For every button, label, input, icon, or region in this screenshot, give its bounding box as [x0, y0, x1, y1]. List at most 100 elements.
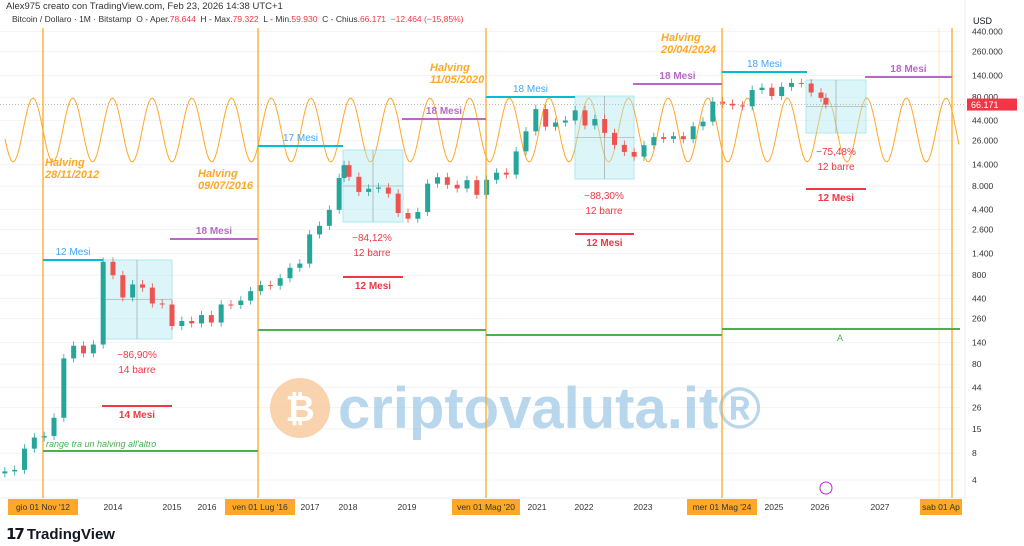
duration-label: 18 Mesi: [196, 226, 232, 237]
y-tick-label: 140: [972, 338, 986, 348]
candle-body: [140, 284, 145, 288]
candle-body: [346, 165, 352, 177]
candle-body: [494, 172, 499, 180]
bitcoin-symbol-icon: ₿: [285, 388, 314, 429]
candle-body: [602, 119, 608, 133]
x-tick-label: 2023: [634, 502, 653, 512]
x-tick-label: 2021: [528, 502, 547, 512]
y-tick-label: 14.000: [972, 160, 998, 170]
candle-body: [661, 137, 667, 139]
candle-body: [385, 187, 391, 194]
watermark-text: criptovaluta.it®: [338, 376, 761, 441]
duration-label: 12 Mesi: [818, 193, 854, 204]
candle-body: [376, 187, 381, 189]
x-highlight-label: sab 01 Ap: [922, 502, 960, 512]
candle-body: [700, 121, 706, 127]
duration-label: 18 Mesi: [426, 106, 462, 117]
candle-body: [405, 213, 411, 219]
candle-body: [631, 151, 637, 157]
candle-body: [307, 234, 313, 264]
candle-body: [690, 126, 696, 140]
candle-body: [553, 122, 558, 127]
candle-body: [720, 101, 726, 104]
x-tick-label: 2027: [871, 502, 890, 512]
candle-body: [671, 136, 676, 139]
candle-body: [228, 304, 234, 306]
x-highlight-label: ven 01 Lug '16: [232, 502, 288, 512]
x-tick-label: 2025: [765, 502, 784, 512]
candle-body: [149, 287, 155, 304]
symbol-name[interactable]: Bitcoin / Dollaro · 1M · Bitstamp: [12, 14, 132, 24]
chart-creator-note: Alex975 creato con TradingView.com, Feb …: [6, 1, 286, 12]
candle-body: [808, 83, 814, 93]
y-tick-label: 26: [972, 403, 982, 413]
x-highlight-badge: [452, 499, 520, 515]
duration-label: 18 Mesi: [513, 84, 548, 95]
low-label: L - Min.: [263, 14, 292, 24]
symbol-legend: Bitcoin / Dollaro · 1M · Bitstamp O - Ap…: [12, 14, 463, 24]
y-tick-label: 440.000: [972, 26, 1003, 36]
candle-body: [189, 320, 195, 324]
tradingview-brand[interactable]: 𝟭𝟳 TradingView: [6, 525, 115, 544]
candle-body: [12, 469, 18, 472]
range-note: range tra un halving all'altro: [46, 439, 156, 449]
candle-body: [621, 144, 627, 152]
x-highlight-badge: [920, 499, 962, 515]
high-label: H - Max.: [200, 14, 233, 24]
open-value: 78.644: [169, 14, 196, 24]
duration-label: 12 Mesi: [55, 247, 90, 258]
candle-body: [120, 275, 126, 298]
candle-body: [523, 131, 529, 152]
change-value: −12.464 (−15,85%): [390, 14, 464, 24]
candle-body: [297, 263, 303, 268]
close-value: 66.171: [359, 14, 386, 24]
candle-body: [769, 87, 775, 97]
drawdown-bars: 12 barre: [353, 248, 391, 259]
y-tick-label: 800: [972, 270, 986, 280]
candle-body: [199, 315, 204, 324]
candle-body: [484, 179, 490, 195]
candle-body: [651, 137, 657, 146]
candle-body: [503, 172, 509, 175]
duration-label: 12 Mesi: [355, 281, 391, 292]
duration-label: 18 Mesi: [890, 64, 926, 75]
candle-body: [759, 87, 765, 91]
candle-body: [22, 448, 27, 470]
candle-body: [543, 109, 549, 127]
x-tick-label: 2022: [575, 502, 594, 512]
x-tick-label: 2016: [198, 502, 217, 512]
candle-body: [464, 180, 470, 189]
drawdown-bars: 12 barre: [585, 206, 623, 217]
drawdown-percent: −86,90%: [117, 350, 157, 361]
candle-body: [51, 417, 57, 436]
candle-body: [779, 86, 785, 97]
halving-label: Halving: [198, 168, 238, 180]
candle-body: [612, 132, 617, 145]
duration-label: 18 Mesi: [659, 71, 695, 82]
y-tick-label: 8.000: [972, 181, 994, 191]
candle-body: [326, 209, 332, 226]
x-tick-label: 2015: [163, 502, 182, 512]
candle-body: [81, 345, 86, 354]
drawdown-bars: 12 barre: [817, 162, 855, 173]
close-label: C - Chius.: [322, 14, 360, 24]
halving-date: 09/07/2016: [198, 180, 254, 192]
candle-body: [818, 92, 824, 98]
x-highlight-label: gio 01 Nov '12: [16, 502, 70, 512]
low-value: 59.930: [291, 14, 318, 24]
y-tick-label: 44: [972, 382, 982, 392]
candle-body: [582, 110, 588, 126]
drawdown-percent: −75,48%: [816, 147, 856, 158]
y-axis-unit: USD: [973, 16, 993, 26]
x-tick-label: 2017: [301, 502, 320, 512]
halving-label: Halving: [430, 62, 470, 74]
candle-body: [287, 267, 293, 279]
candle-body: [179, 320, 185, 326]
x-highlight-badge: [225, 499, 295, 515]
range-marker: A: [837, 333, 843, 343]
halving-label: Halving: [661, 32, 701, 44]
candle-body: [513, 151, 519, 175]
candle-body: [110, 261, 116, 276]
y-tick-label: 1.400: [972, 249, 994, 259]
